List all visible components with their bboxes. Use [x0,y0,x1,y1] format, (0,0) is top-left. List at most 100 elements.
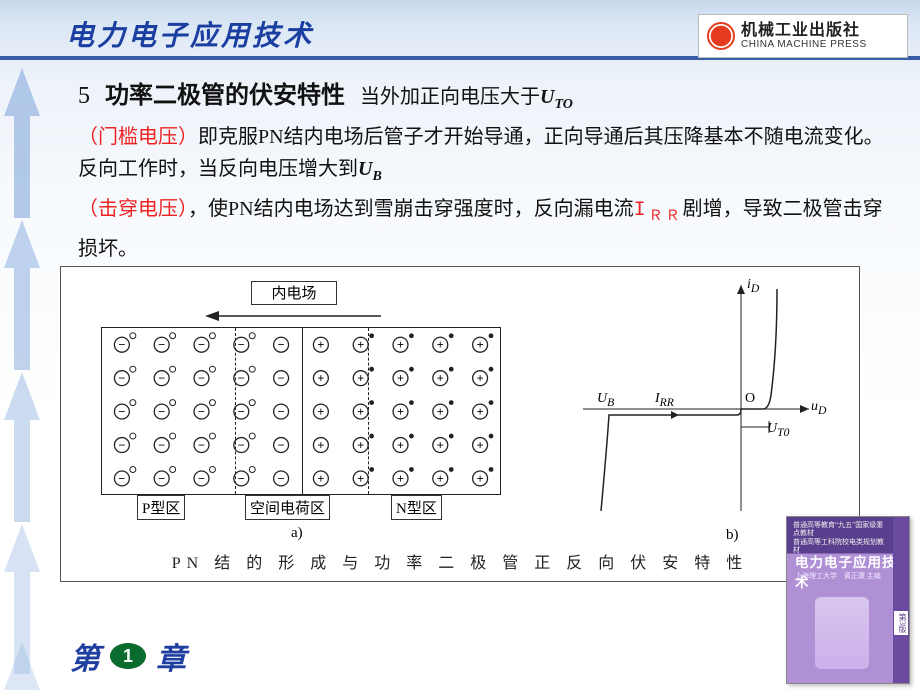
svg-text:−: − [278,471,285,485]
svg-text:+: + [477,338,484,352]
svg-text:+: + [437,405,444,419]
svg-text:−: − [278,438,285,452]
section-title: 功率二极管的伏安特性 [105,83,345,109]
svg-text:−: − [158,371,165,385]
region-labels: P型区 空间电荷区 N型区 [101,495,501,519]
svg-text:+: + [317,438,324,452]
internal-field-label: 内电场 [251,281,337,305]
book-spine: 第3版 [893,517,909,683]
svg-text:−: − [198,438,205,452]
book-series: 普通高等教育“九五”国家级重点教材 普通高等工科院校电类规划教材 [793,521,889,555]
book-edition: 第3版 [894,611,908,635]
svg-text:−: − [278,371,285,385]
svg-text:−: − [198,338,205,352]
up-arrow-icon [0,220,44,370]
section-body: 5 功率二极管的伏安特性 当外加正向电压大于UTO （门槛电压）即克服PN结内电… [78,80,890,265]
svg-text:+: + [317,338,324,352]
internal-field-arrow-icon [205,311,385,321]
label-uto: UT0 [767,421,789,439]
svg-text:+: + [397,338,404,352]
label-irr: IRR [655,391,674,409]
pn-carriers: − − − − − + + + + + − − − − − + + + + + − − − − − + + + + + − − − − − + + + + +… [102,328,500,495]
svg-text:−: − [158,338,165,352]
panel-b-iv-curve: iD uD UB IRR O UT0 b) [571,279,831,539]
panel-a-pn-junction: 内电场 − − − − − + + + + + − − − − − + + + + + − − − − − + + + + + − − − − − +… [101,281,531,541]
publisher-en: CHINA MACHINE PRESS [741,39,867,50]
axis-ud: uD [811,399,826,417]
svg-text:+: + [477,405,484,419]
symbol-irr: IＲＲ [634,199,683,222]
svg-text:+: + [317,405,324,419]
svg-text:+: + [317,371,324,385]
svg-text:−: − [198,405,205,419]
svg-text:−: − [238,371,245,385]
figure-caption: PN 结 的 形 成 与 功 率 二 极 管 正 反 向 伏 安 特 性 [61,549,859,573]
lead-in: 当外加正向电压大于 [360,86,540,108]
svg-text:+: + [477,471,484,485]
svg-text:+: + [357,338,364,352]
svg-text:−: − [118,471,125,485]
svg-text:+: + [437,338,444,352]
book-subtitle: 上海理工大学 黄正康 主编 [795,571,881,581]
para2a: ，使PN结内电场达到雪崩击穿强度时，反向漏电流 [188,198,634,220]
up-arrow-icon [0,68,44,218]
panel-a-label: a) [291,525,303,542]
svg-text:+: + [397,438,404,452]
svg-text:−: − [118,371,125,385]
svg-text:−: − [158,438,165,452]
figure-box: 内电场 − − − − − + + + + + − − − − − + + + + + − − − − − + + + + + − − − − − +… [60,266,860,582]
publisher-badge: 机械工业出版社 CHINA MACHINE PRESS [698,14,908,58]
symbol-uto: UTO [540,86,573,108]
up-arrow-icon [0,372,44,522]
svg-text:−: − [158,405,165,419]
svg-text:+: + [317,471,324,485]
svg-text:+: + [357,371,364,385]
label-space-charge: 空间电荷区 [245,495,330,520]
left-arrow-rail [0,60,50,690]
chapter-prefix: 第 [70,634,100,678]
term-threshold: （门槛电压） [78,126,198,148]
up-arrow-icon [0,642,44,690]
svg-text:+: + [477,438,484,452]
textbook-thumbnail: 普通高等教育“九五”国家级重点教材 普通高等工科院校电类规划教材 电力电子应用技… [786,516,910,684]
svg-text:+: + [437,438,444,452]
svg-text:−: − [238,471,245,485]
svg-text:+: + [397,405,404,419]
label-ub: UB [597,391,614,409]
svg-text:−: − [278,405,285,419]
svg-text:−: − [158,471,165,485]
chapter-suffix: 章 [156,634,186,678]
svg-text:+: + [397,471,404,485]
svg-text:+: + [357,438,364,452]
svg-text:−: − [118,338,125,352]
chapter-number-badge: 1 [110,643,146,669]
label-n-region: N型区 [391,495,442,520]
publisher-gear-icon [707,22,735,50]
svg-text:−: − [238,338,245,352]
panel-b-label: b) [726,527,739,544]
svg-text:+: + [437,471,444,485]
svg-text:+: + [357,471,364,485]
svg-text:−: − [118,405,125,419]
svg-text:+: + [477,371,484,385]
publisher-cn: 机械工业出版社 [741,22,867,40]
svg-text:−: − [238,438,245,452]
book-illustration [815,597,869,669]
svg-text:−: − [238,405,245,419]
svg-text:+: + [437,371,444,385]
axis-id: iD [747,277,759,295]
svg-text:−: − [198,371,205,385]
svg-text:−: − [278,338,285,352]
section-number: 5 [78,86,100,108]
slide-header: 电力电子应用技术 机械工业出版社 CHINA MACHINE PRESS [0,0,920,60]
symbol-ub: UB [358,158,382,180]
term-breakdown: （击穿电压） [78,198,188,220]
course-title: 电力电子应用技术 [66,14,314,54]
label-origin: O [745,391,755,407]
label-p-region: P型区 [137,495,185,520]
svg-text:+: + [397,371,404,385]
pn-box: − − − − − + + + + + − − − − − + + + + + − − − − − + + + + + − − − − − + + + + +… [101,327,501,495]
para1: 即克服PN结内电场后管子才开始导通，正向导通后其压降基本不随电流变化。反向工作时… [78,126,884,180]
svg-text:+: + [357,405,364,419]
chapter-indicator: 第 1 章 [70,634,186,678]
